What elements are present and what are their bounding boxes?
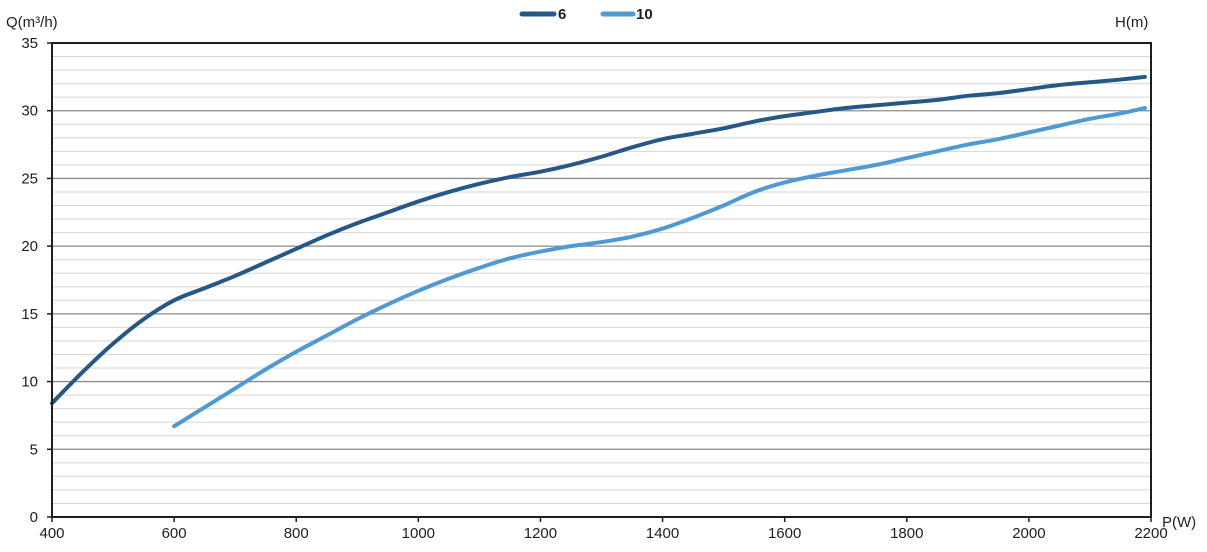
x-tick-label: 2200 (1134, 525, 1167, 542)
series-line-6 (50, 74, 1147, 406)
y-tick-label: 35 (21, 35, 38, 52)
x-tick-label: 1200 (524, 525, 557, 542)
legend: 6 10 (519, 6, 653, 23)
tick-labels: 400 600 800 1000 1200 1400 1600 1800 2000 2200 0 5 1… (21, 35, 1167, 542)
y-axis-right-title: H(m) (1115, 14, 1148, 31)
y-tick-label: 5 (30, 441, 38, 458)
series-layer (50, 74, 1147, 429)
major-gridlines (52, 110, 1151, 450)
y-tick-label: 10 (21, 374, 38, 391)
x-tick-label: 1600 (768, 525, 801, 542)
x-axis-title: P(W) (1162, 514, 1196, 531)
y-tick-label: 0 (30, 509, 38, 526)
y-axis-left-title: Q(m³/h) (6, 14, 58, 31)
x-tick-label: 800 (284, 525, 309, 542)
y-tick-label: 25 (21, 170, 38, 187)
legend-label-series-6: 6 (558, 6, 566, 23)
x-tick-label: 400 (39, 525, 64, 542)
series-line-10 (172, 106, 1147, 429)
x-tick-label: 2000 (1012, 525, 1045, 542)
x-tick-label: 1800 (890, 525, 923, 542)
y-tick-label: 15 (21, 306, 38, 323)
x-tick-label: 1400 (646, 525, 679, 542)
tick-marks (47, 42, 1152, 522)
minor-gridlines (52, 56, 1151, 504)
legend-label-series-10: 10 (636, 6, 653, 23)
x-tick-label: 1000 (402, 525, 435, 542)
y-tick-label: 30 (21, 103, 38, 120)
plot-frame (51, 42, 1152, 518)
x-tick-label: 600 (162, 525, 187, 542)
y-tick-label: 20 (21, 238, 38, 255)
